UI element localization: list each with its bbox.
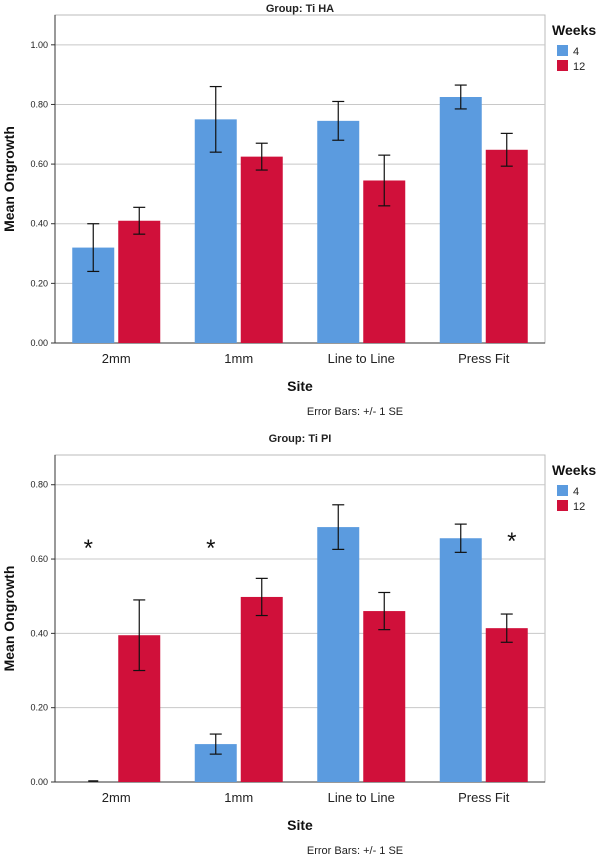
y-tick-label: 0.80 [30, 99, 48, 109]
y-tick-label: 0.40 [30, 628, 48, 638]
bar-4-week-press-fit [439, 97, 482, 343]
bar-12-week-press-fit [485, 628, 528, 782]
significance-asterisk: * [84, 535, 93, 562]
legend-label: 12 [573, 501, 585, 513]
legend-label: 4 [573, 486, 579, 498]
significance-asterisk: * [507, 528, 516, 555]
bar-12-week-1mm [240, 156, 283, 343]
y-tick-label: 0.60 [30, 554, 48, 564]
bar-12-week-line-to-line [363, 180, 406, 343]
legend-swatch [557, 500, 568, 511]
error-bars-note: Error Bars: +/- 1 SE [307, 406, 403, 418]
x-tick-label: 1mm [224, 351, 253, 366]
significance-asterisk: * [206, 535, 215, 562]
x-tick-label: 1mm [224, 790, 253, 805]
y-tick-label: 0.80 [30, 480, 48, 490]
y-tick-label: 0.20 [30, 278, 48, 288]
chart-panel-1: 0.00 0.20 0.40 0.60 0.80 1.00 Group: Ti HA 2mm 1… [1, 3, 596, 418]
bar-12-week-2mm [118, 220, 161, 343]
legend-swatch [557, 45, 568, 56]
bar-4-week-line-to-line [317, 527, 360, 782]
chart-title: Group: Ti HA [266, 3, 334, 15]
y-tick-label: 1.00 [30, 40, 48, 50]
y-tick-label: 0.00 [30, 777, 48, 787]
y-axis-label: Mean Ongrowth [1, 566, 17, 672]
legend-swatch [557, 60, 568, 71]
chart-title: Group: Ti PI [269, 433, 332, 445]
bar-4-week-line-to-line [317, 120, 360, 343]
bar-4-week-press-fit [439, 538, 482, 782]
x-tick-label: 2mm [102, 351, 131, 366]
x-axis-label: Site [287, 378, 313, 394]
legend-title: Weeks [552, 462, 596, 478]
chart-panel-2: 0.00 0.20 0.40 0.60 0.80 Group: Ti PI 2mm 1mm Li… [1, 433, 596, 857]
y-tick-label: 0.60 [30, 159, 48, 169]
bar-12-week-press-fit [485, 149, 528, 343]
error-bars-note: Error Bars: +/- 1 SE [307, 845, 403, 857]
y-axis-label: Mean Ongrowth [1, 126, 17, 232]
y-tick-label: 0.00 [30, 338, 48, 348]
bar-4-week-1mm [194, 119, 237, 343]
bar-12-week-1mm [240, 596, 283, 782]
x-axis-label: Site [287, 817, 313, 833]
legend-label: 4 [573, 46, 579, 58]
x-tick-label: Line to Line [328, 351, 395, 366]
bar-12-week-line-to-line [363, 611, 406, 782]
x-tick-label: Line to Line [328, 790, 395, 805]
legend-title: Weeks [552, 22, 596, 38]
x-tick-label: Press Fit [458, 351, 510, 366]
y-tick-label: 0.20 [30, 703, 48, 713]
legend-label: 12 [573, 61, 585, 73]
y-tick-label: 0.40 [30, 219, 48, 229]
legend-swatch [557, 485, 568, 496]
x-tick-label: Press Fit [458, 790, 510, 805]
x-tick-label: 2mm [102, 790, 131, 805]
